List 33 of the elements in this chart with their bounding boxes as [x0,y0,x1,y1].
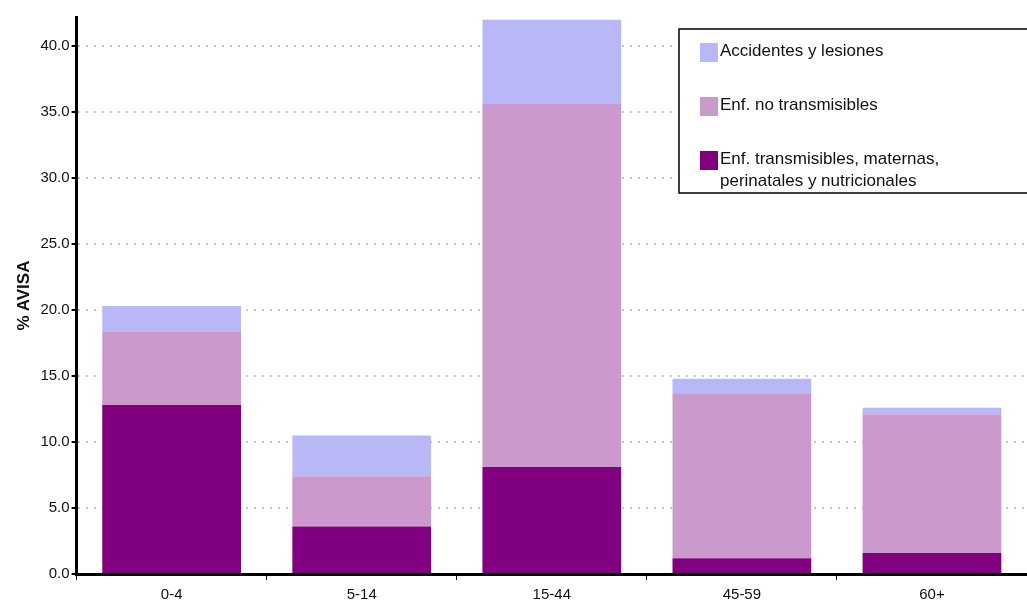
y-tick-label: 20.0 [40,300,70,318]
x-tick-label: 45-59 [722,585,762,603]
y-axis-title: % AVISA [13,260,33,331]
bar [482,19,622,105]
x-tick-label: 5-14 [346,585,377,603]
legend-label: Accidentes y lesiones [720,41,884,61]
y-tick-label: 15.0 [40,366,70,384]
y-tick-label: 10.0 [40,432,70,450]
bar [102,405,242,573]
bar [862,407,1002,415]
y-tick-label: 25.0 [40,234,70,252]
y-tick-label: 35.0 [40,102,70,120]
bar [862,414,1002,553]
bar [672,393,812,559]
bar [102,306,242,332]
x-tick-label: 60+ [919,585,945,603]
legend-label: Enf. transmisibles, maternas, perinatales y nutricionales [720,149,940,191]
y-tick-label: 5.0 [48,498,70,516]
x-tick-label: 15-44 [532,585,571,603]
x-tick-label: 0-4 [160,585,183,603]
y-tick-label: 30.0 [40,168,70,186]
bar [672,378,812,394]
bar [482,467,622,573]
y-tick-label: 40.0 [40,36,70,54]
y-tick-label: 0.0 [48,564,70,582]
bar [862,552,1002,573]
legend-label: Enf. no transmisibles [720,95,878,115]
bar [292,526,432,573]
bar [672,558,812,573]
bar [292,435,432,477]
bar [482,104,622,468]
bar [102,331,242,406]
bar [292,476,432,527]
